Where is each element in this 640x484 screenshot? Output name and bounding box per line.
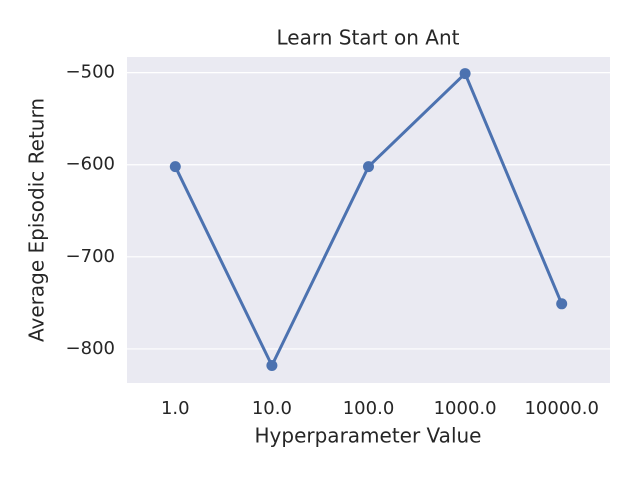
plot-area bbox=[127, 57, 610, 383]
point bbox=[169, 161, 181, 173]
x-tick-label: 1.0 bbox=[161, 398, 190, 419]
x-axis-label: Hyperparameter Value bbox=[255, 424, 482, 448]
y-axis-label: Average Episodic Return bbox=[25, 98, 49, 342]
x-tick-label: 1000.0 bbox=[434, 398, 497, 419]
x-tick-label: 10000.0 bbox=[524, 398, 598, 419]
x-tick-label: 100.0 bbox=[343, 398, 395, 419]
y-tick-label: −700 bbox=[66, 246, 115, 267]
point bbox=[363, 161, 374, 173]
x-tick-label: 10.0 bbox=[252, 398, 292, 419]
chart-title: Learn Start on Ant bbox=[277, 26, 460, 50]
y-tick-label: −800 bbox=[66, 338, 115, 359]
y-tick-label: −500 bbox=[66, 62, 115, 83]
point bbox=[459, 68, 471, 80]
point bbox=[266, 360, 278, 372]
point bbox=[556, 298, 568, 310]
y-tick-label: −600 bbox=[66, 154, 115, 175]
